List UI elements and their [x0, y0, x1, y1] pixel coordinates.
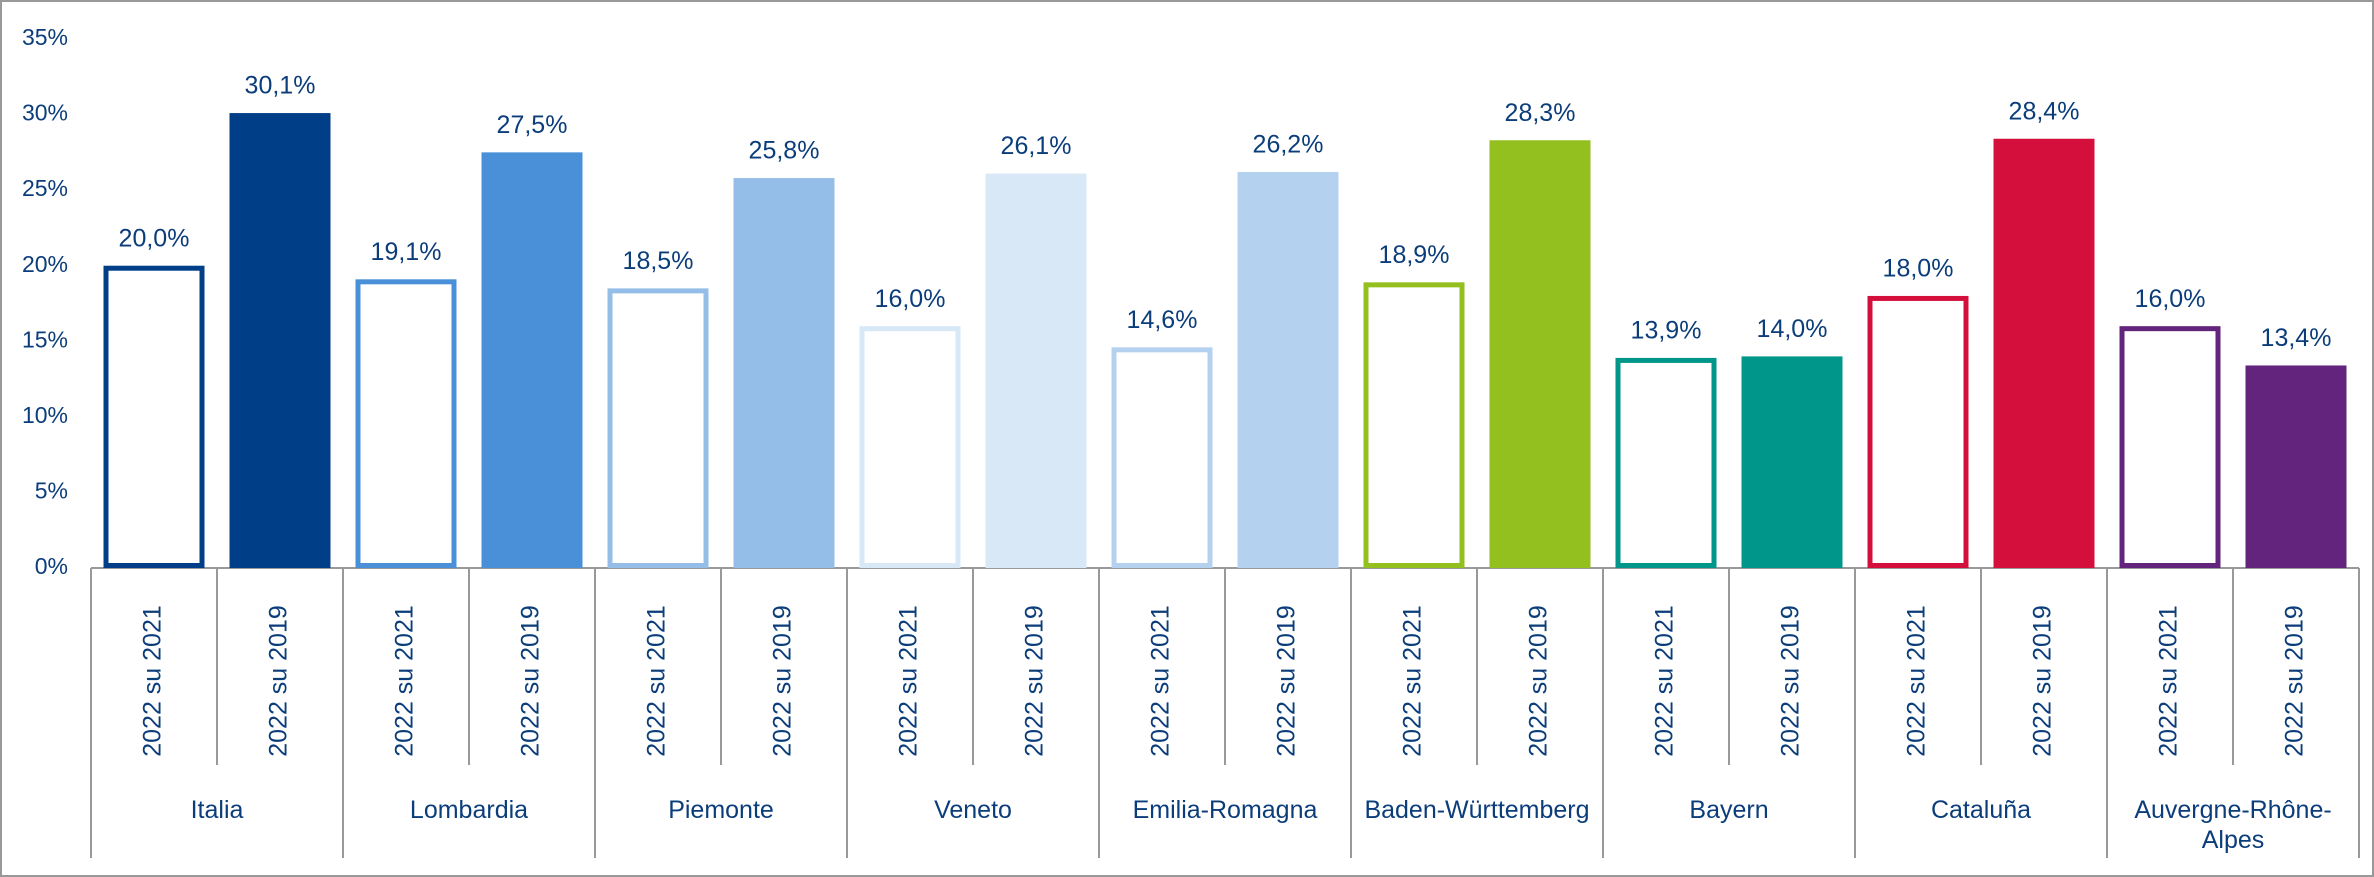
bar: [355, 279, 457, 568]
group-label: Auvergne-Rhône-Alpes: [2134, 796, 2332, 854]
bar: [1867, 295, 1969, 568]
bar: [2119, 326, 2221, 568]
group-label: Italia: [190, 796, 244, 824]
x-sub-label: 2022 su 2021: [1399, 605, 1427, 757]
bar: [859, 326, 961, 568]
x-sub-label: 2022 su 2019: [769, 605, 797, 757]
y-tick-label: 30%: [22, 100, 68, 126]
x-sub-label: 2022 su 2021: [1903, 605, 1931, 757]
group-label: Lombardia: [409, 796, 529, 824]
data-label: 14,0%: [1757, 315, 1828, 343]
data-label: 27,5%: [497, 111, 568, 139]
data-label: 30,1%: [245, 72, 316, 100]
bar: [103, 265, 205, 568]
data-label: 26,1%: [1001, 132, 1072, 160]
x-sub-label: 2022 su 2021: [643, 605, 671, 757]
bar: [1615, 357, 1717, 569]
bar: [607, 288, 709, 568]
y-tick-label: 5%: [35, 478, 68, 504]
bar: [1741, 356, 1843, 568]
x-sub-label: 2022 su 2019: [2029, 605, 2057, 757]
data-label: 26,2%: [1253, 131, 1324, 159]
x-sub-label: 2022 su 2019: [2281, 605, 2309, 757]
bar: [733, 178, 835, 568]
data-label: 18,0%: [1883, 255, 1954, 283]
data-label: 28,4%: [2009, 97, 2080, 125]
x-sub-label: 2022 su 2019: [1777, 605, 1805, 757]
bar: [2245, 365, 2347, 568]
x-sub-label: 2022 su 2019: [517, 605, 545, 757]
group-label: Cataluña: [1930, 796, 2032, 824]
data-label: 18,5%: [623, 247, 694, 275]
y-tick-label: 20%: [22, 251, 68, 277]
data-label: 13,4%: [2261, 324, 2332, 352]
x-sub-label: 2022 su 2019: [1021, 605, 1049, 757]
data-label: 16,0%: [875, 285, 946, 313]
group-label: Piemonte: [668, 796, 774, 824]
bar: [1111, 347, 1213, 568]
bar: [1363, 282, 1465, 568]
data-label: 25,8%: [749, 137, 820, 165]
y-tick-label: 35%: [22, 24, 68, 50]
data-label: 20,0%: [119, 224, 190, 252]
y-tick-label: 25%: [22, 175, 68, 201]
group-label: Baden-Württemberg: [1364, 796, 1590, 824]
group-label: Bayern: [1689, 796, 1769, 824]
x-sub-label: 2022 su 2021: [895, 605, 923, 757]
x-sub-label: 2022 su 2019: [1273, 605, 1301, 757]
data-label: 14,6%: [1127, 306, 1198, 334]
x-sub-label: 2022 su 2019: [1525, 605, 1553, 757]
x-sub-label: 2022 su 2021: [1651, 605, 1679, 757]
bar: [1993, 138, 2095, 569]
group-label: Emilia-Romagna: [1132, 796, 1318, 824]
x-sub-label: 2022 su 2019: [265, 605, 293, 757]
bar: [481, 152, 583, 568]
x-sub-label: 2022 su 2021: [391, 605, 419, 757]
data-label: 16,0%: [2135, 285, 2206, 313]
bar: [1489, 140, 1591, 568]
y-tick-label: 15%: [22, 326, 68, 352]
bar: [985, 173, 1087, 568]
data-label: 18,9%: [1379, 241, 1450, 269]
y-tick-label: 0%: [35, 553, 68, 579]
data-label: 28,3%: [1505, 99, 1576, 127]
bar: [1237, 172, 1339, 568]
data-label: 13,9%: [1631, 317, 1702, 345]
x-sub-label: 2022 su 2021: [2155, 605, 2183, 757]
data-label: 19,1%: [371, 238, 442, 266]
x-sub-label: 2022 su 2021: [1147, 605, 1175, 757]
group-label: Veneto: [934, 796, 1012, 824]
x-sub-label: 2022 su 2021: [139, 605, 167, 757]
bar: [229, 113, 331, 568]
y-tick-label: 10%: [22, 402, 68, 428]
